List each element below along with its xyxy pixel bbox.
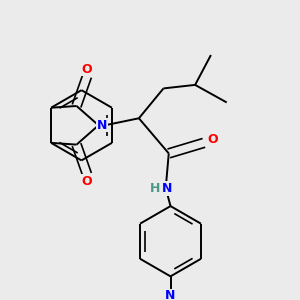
Text: N: N [165,289,176,300]
Text: N: N [162,182,172,195]
Text: O: O [207,133,218,146]
Text: O: O [82,175,92,188]
Text: N: N [97,119,107,132]
Text: H: H [149,182,160,195]
Text: O: O [82,63,92,76]
